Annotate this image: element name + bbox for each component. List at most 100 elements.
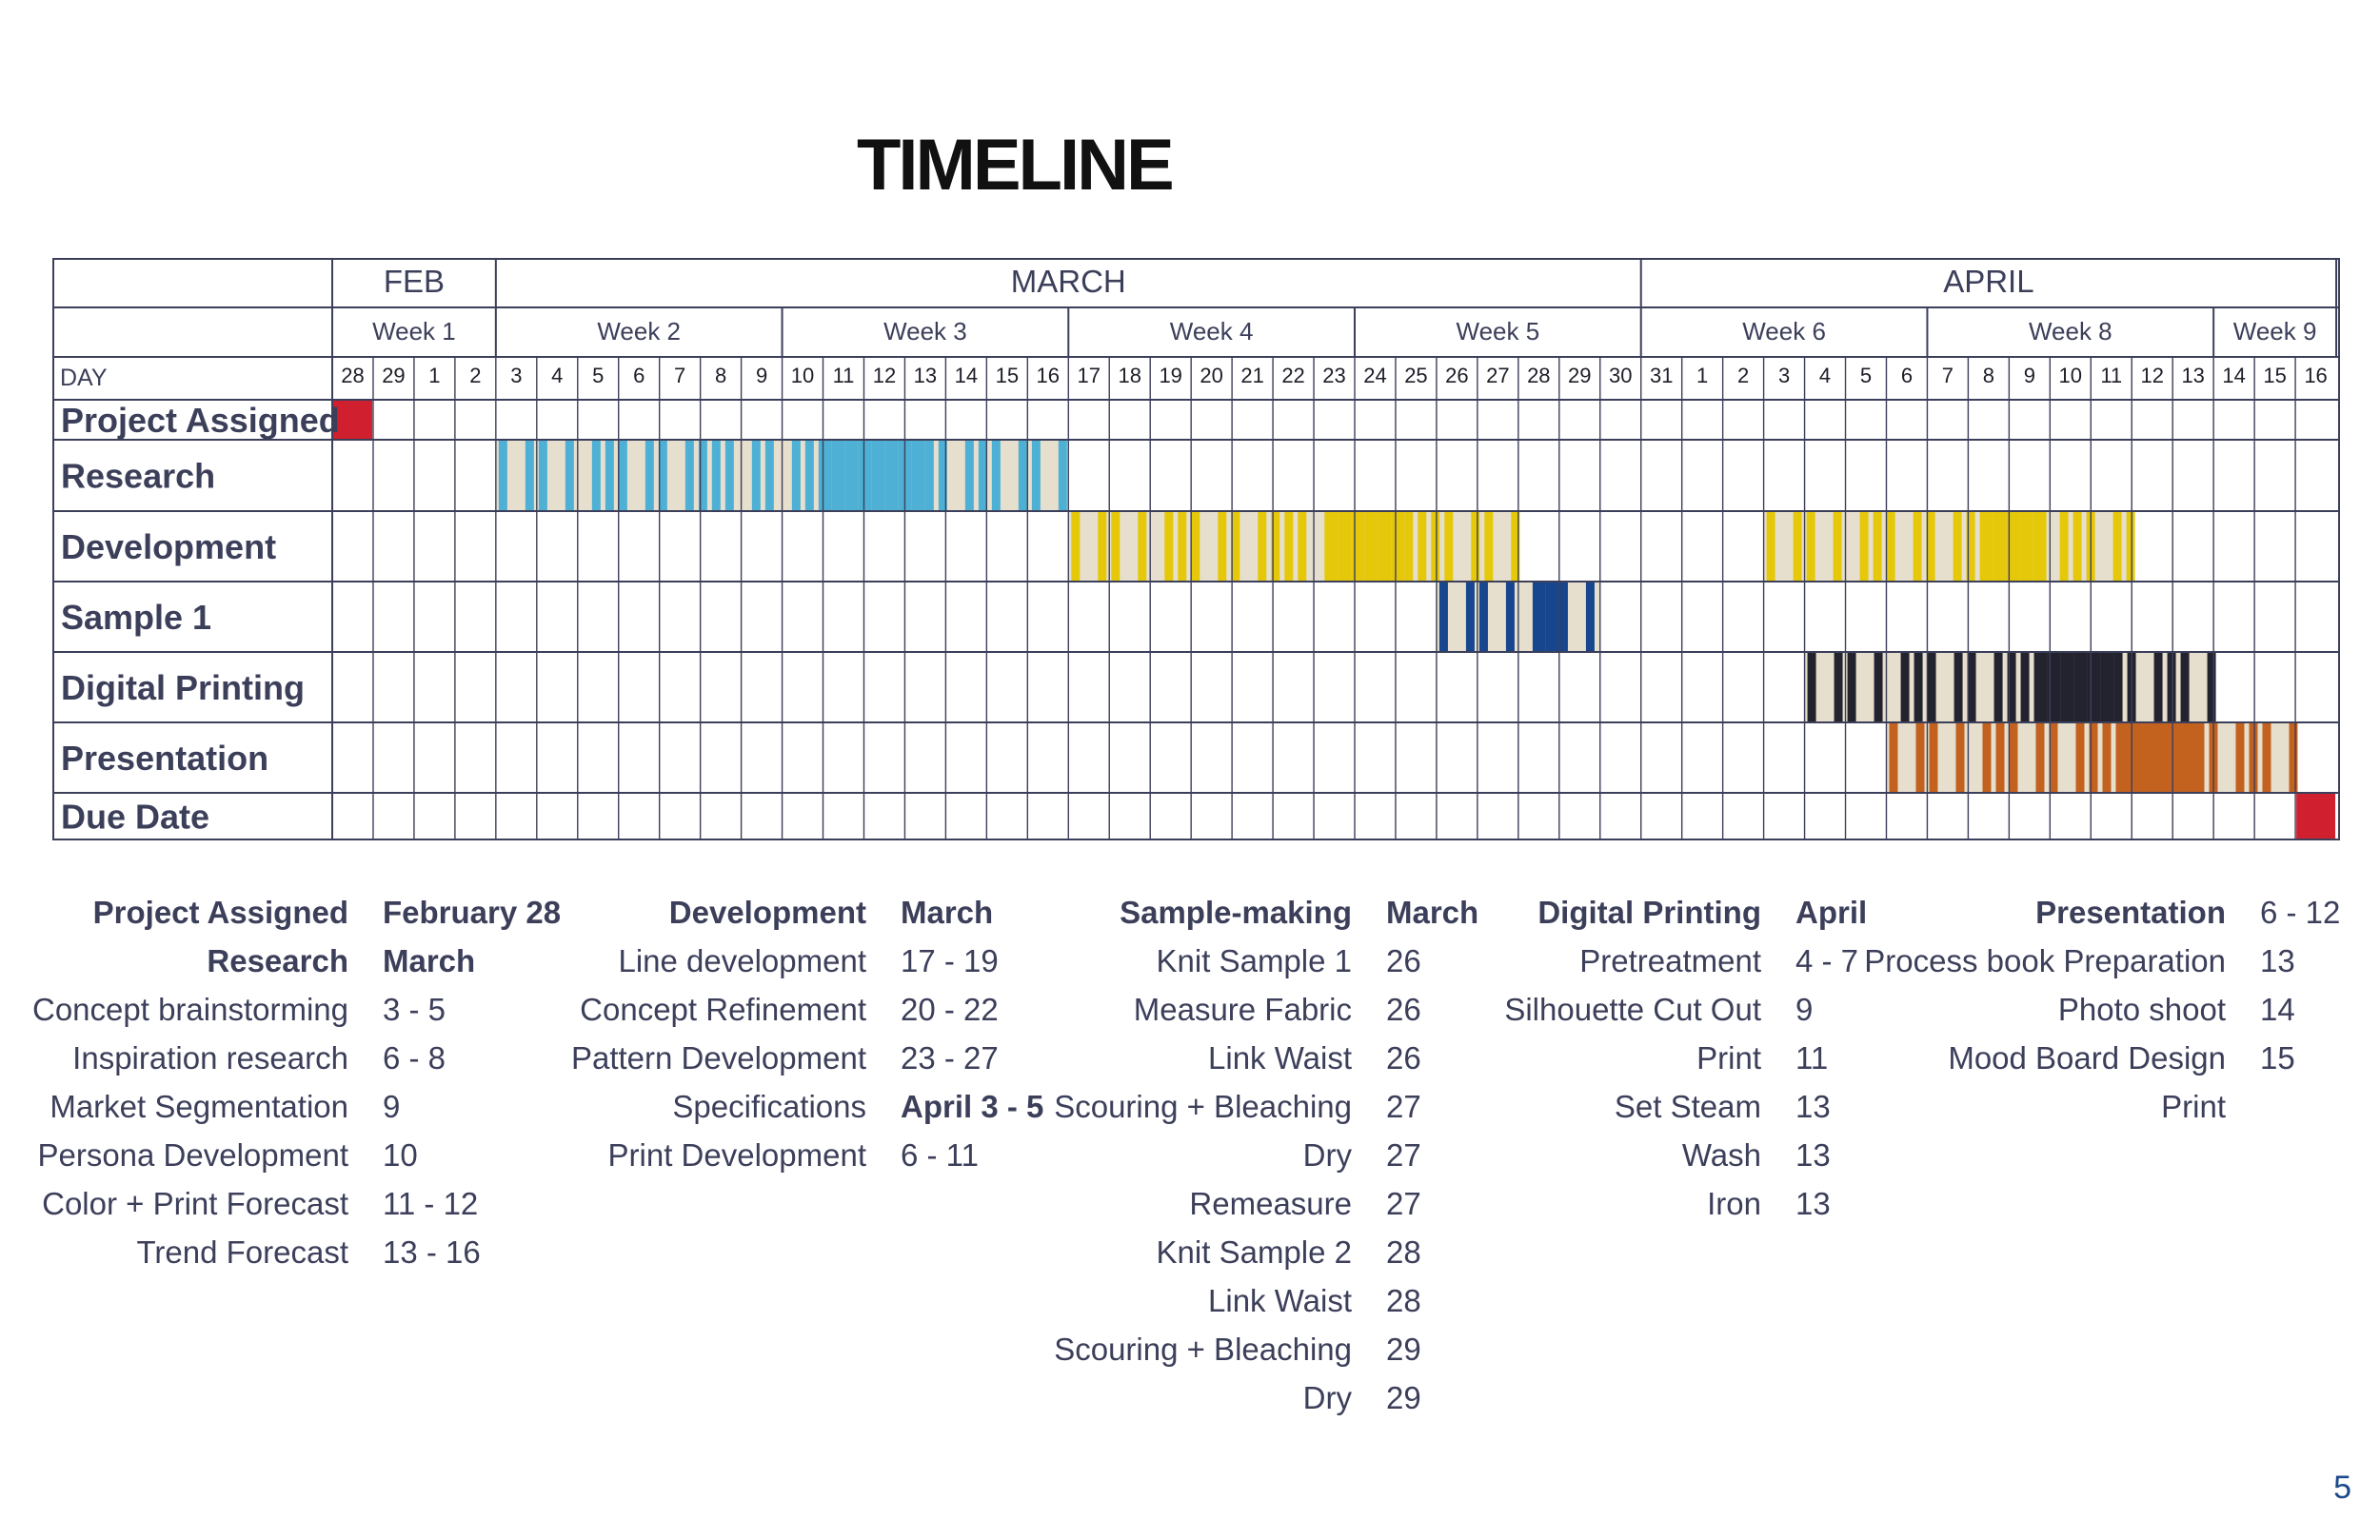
task-name: Presentation — [61, 739, 268, 778]
bar-stripe — [1191, 512, 1200, 581]
legend-value: 6 - 8 — [383, 1040, 446, 1076]
legend-value: 13 — [1795, 1186, 1831, 1221]
bar-stripe — [1231, 512, 1240, 581]
legend-row: Sample-making March — [1076, 895, 1500, 943]
bar-stripe — [884, 441, 899, 510]
bar-stripe — [1995, 723, 2005, 792]
day-number: 4 — [1819, 364, 1831, 387]
bar-stripe — [1505, 582, 1515, 651]
bar-stripe — [1532, 582, 1546, 651]
day-number: 22 — [1281, 364, 1304, 387]
day-number: 3 — [510, 364, 522, 387]
bar-background — [1763, 512, 2132, 581]
legend-label: Specifications — [672, 1089, 866, 1124]
gantt-bars — [333, 401, 2336, 839]
legend-column: Project Assigned February 28 Research March… — [32, 895, 573, 1283]
legend-row: Pretreatment 4 - 7 — [1504, 943, 1910, 992]
bar-stripe — [964, 441, 974, 510]
bar-stripe — [645, 441, 654, 510]
day-number: 28 — [341, 364, 364, 387]
bar-stripe — [2235, 723, 2245, 792]
bar-stripe — [2262, 723, 2271, 792]
legend-label: Presentation — [2035, 895, 2226, 930]
legend-label: Scouring + Bleaching — [1054, 1089, 1352, 1124]
bar-stripe — [1955, 723, 1965, 792]
day-number: 13 — [2181, 364, 2204, 387]
legend-row: Photo shoot 14 — [1885, 992, 2365, 1040]
bar-stripe — [1979, 512, 1993, 581]
bar-stripe — [605, 441, 614, 510]
bar-stripe — [618, 441, 627, 510]
legend-value: March — [901, 895, 994, 930]
bar-stripe — [711, 441, 721, 510]
bar-stripe — [1484, 512, 1494, 581]
bar-stripe — [1364, 512, 1378, 581]
bar-stripe — [538, 441, 547, 510]
legend-row: Specifications April 3 - 5 — [571, 1089, 1072, 1137]
task-name: Sample 1 — [61, 598, 211, 637]
bar-stripe — [1378, 512, 1392, 581]
bar-stripe — [1545, 582, 1559, 651]
legend-value: 23 - 27 — [901, 1040, 999, 1076]
day-number: 29 — [382, 364, 405, 387]
bar-stripe — [2142, 723, 2156, 792]
legend-label: Process book Preparation — [1864, 943, 2226, 978]
day-number: 7 — [674, 364, 685, 387]
page-title: TIMELINE — [857, 125, 1175, 206]
legend-row: Development March — [571, 895, 1072, 943]
bar-stripe — [1271, 512, 1280, 581]
legend-value: 27 — [1386, 1186, 1421, 1221]
timeline-gantt-chart: FEB MARCH APRIL Week 1 Week 2 Week 3 Week 4 Wee… — [52, 258, 2340, 840]
bar-stripe — [2207, 653, 2216, 721]
week-label: Week 8 — [2029, 317, 2112, 346]
legend-label: Iron — [1707, 1186, 1761, 1221]
legend-row: Market Segmentation 9 — [38, 1089, 573, 1137]
week-label: Week 5 — [1457, 317, 1540, 346]
bar-stripe — [1993, 512, 2007, 581]
bar-stripe — [1834, 653, 1843, 721]
bar-stripe — [1324, 512, 1339, 581]
bar-stripe — [2100, 653, 2114, 721]
bar-stripe — [2089, 723, 2098, 792]
day-number: 24 — [1363, 364, 1386, 387]
day-number: 9 — [756, 364, 767, 387]
legend-label: Sample-making — [1120, 895, 1352, 930]
bar-stripe — [1953, 512, 1962, 581]
bar-stripe — [2102, 723, 2112, 792]
legend-row: Measure Fabric 26 — [1076, 992, 1500, 1040]
legend-row: Set Steam 13 — [1504, 1089, 1910, 1137]
day-number: 5 — [1860, 364, 1872, 387]
bar-stripe — [1258, 512, 1267, 581]
bar-stripe — [1847, 653, 1856, 721]
legend-value: 26 — [1386, 992, 1421, 1027]
task-name: Project Assigned — [61, 401, 340, 440]
bar-stripe — [1889, 723, 1898, 792]
day-number: 26 — [1445, 364, 1468, 387]
legend-row: Project Assigned February 28 — [38, 895, 573, 943]
legend-label: Pattern Development — [570, 1040, 866, 1076]
bar-stripe — [751, 441, 761, 510]
legend-label: Project Assigned — [92, 895, 348, 930]
task-name: Research — [61, 457, 215, 496]
day-number: 9 — [2024, 364, 2035, 387]
bar-stripe — [2180, 653, 2190, 721]
bar-stripe — [1031, 441, 1041, 510]
legend-label: Wash — [1681, 1137, 1761, 1173]
bar-stripe — [1284, 512, 1294, 581]
bar-stripe — [1558, 582, 1568, 651]
bar-stripe — [2126, 512, 2135, 581]
bar-stripe — [1913, 512, 1922, 581]
legend-row: Knit Sample 1 26 — [1076, 943, 1500, 992]
bar-stripe — [1927, 653, 1936, 721]
bar-stripe — [1993, 653, 2003, 721]
day-number: 2 — [469, 364, 481, 387]
legend-row: Inspiration research 6 - 8 — [38, 1040, 573, 1089]
bar-stripe — [2289, 723, 2298, 792]
bar-stripe — [911, 441, 925, 510]
day-number: 23 — [1322, 364, 1345, 387]
page-number: 5 — [2333, 1470, 2351, 1506]
legend-row: Digital Printing April — [1504, 895, 1910, 943]
bar-stripe — [591, 441, 601, 510]
bar-stripe — [1859, 512, 1869, 581]
day-number: 15 — [996, 364, 1019, 387]
